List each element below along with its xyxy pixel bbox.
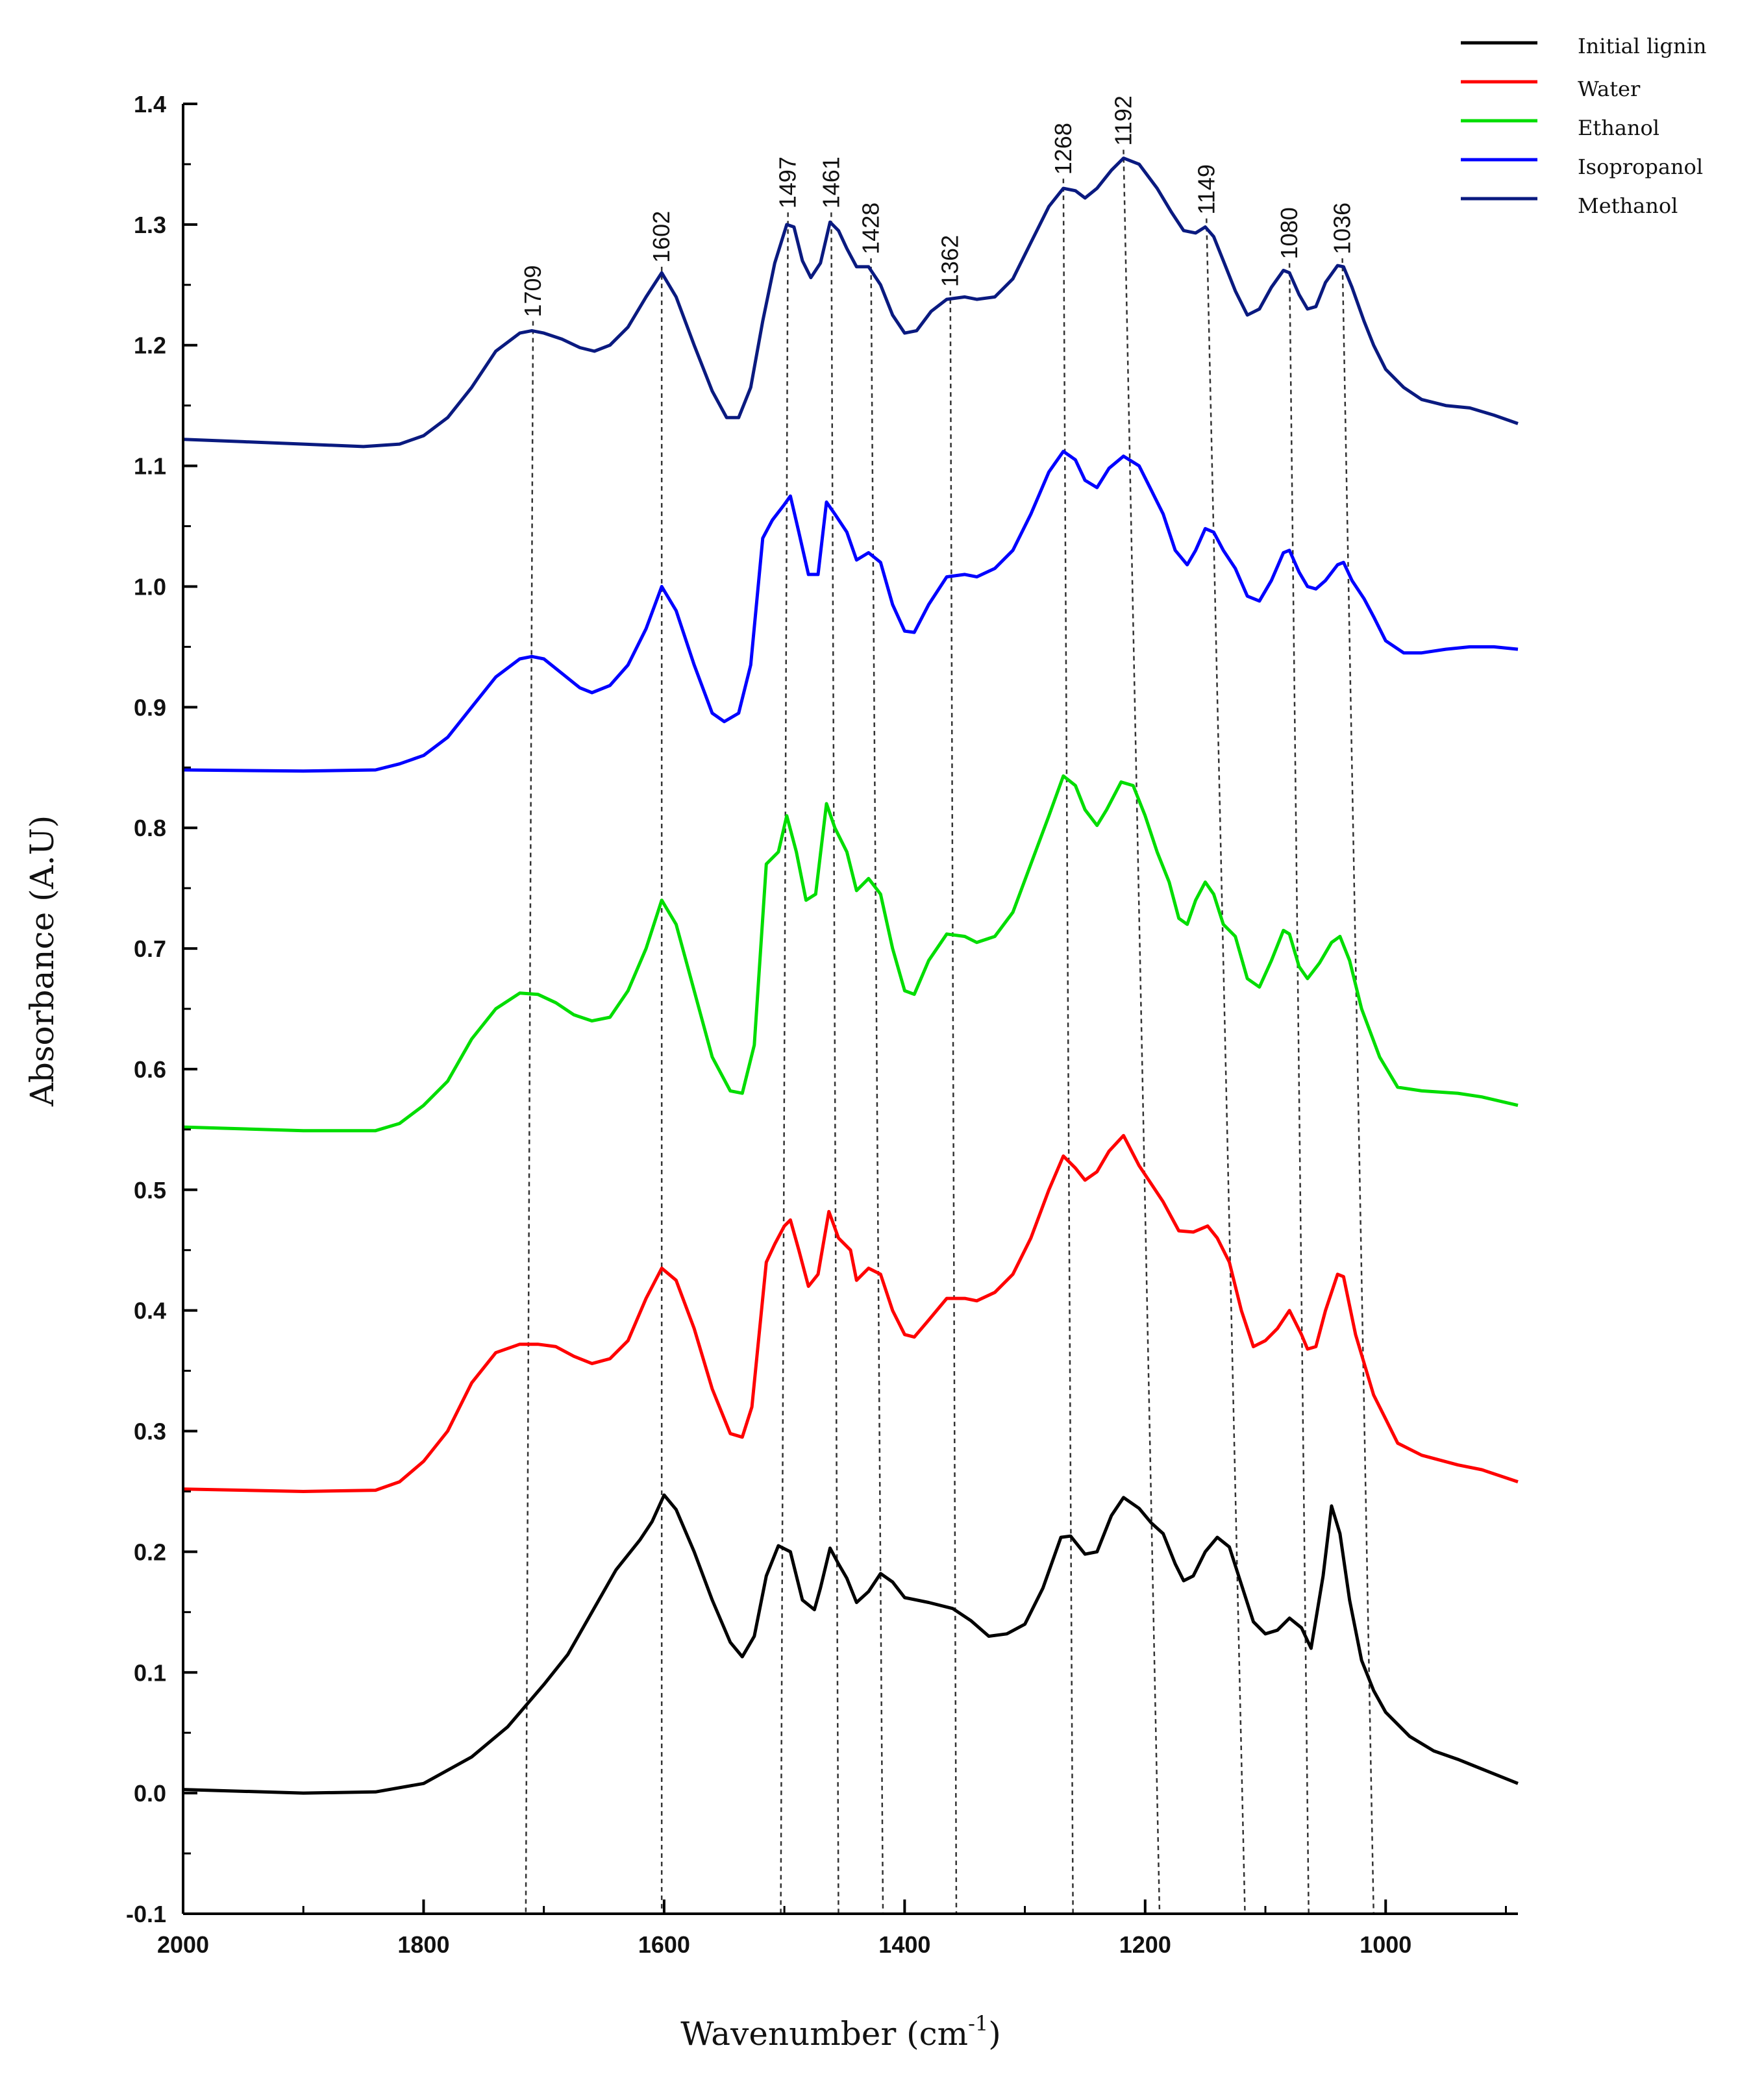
series-line-methanol <box>182 156 1519 449</box>
y-tick-label: 0.7 <box>134 935 166 962</box>
y-tick-label: 0.3 <box>134 1418 166 1445</box>
peak-guide-line <box>780 212 789 1914</box>
x-axis-title-exponent: -1 <box>968 2011 988 2036</box>
peak-label: 1602 <box>648 211 675 263</box>
peak-label: 1497 <box>775 156 801 208</box>
y-tick-label: 1.2 <box>134 332 166 359</box>
x-tick-label: 1200 <box>1119 1931 1171 1958</box>
peak-guide-line <box>1062 179 1074 1914</box>
y-tick-label: -0.1 <box>126 1901 166 1927</box>
series-line-initial-lignin <box>182 1493 1519 1795</box>
legend-label: Methanol <box>1578 193 1678 218</box>
x-tick-label: 2000 <box>157 1931 209 1958</box>
legend-label: Ethanol <box>1578 116 1659 140</box>
y-tick-label: 1.1 <box>134 453 166 480</box>
x-tick-label: 1600 <box>638 1931 690 1958</box>
legend: Initial lignin Water Ethanol Isopropanol Met… <box>1461 34 1706 218</box>
series-layer <box>182 156 1519 1795</box>
x-tick-label: 1000 <box>1360 1931 1411 1958</box>
x-axis-title-close: ) <box>988 2015 1001 2053</box>
peak-guide-line <box>1123 149 1161 1914</box>
y-tick-label: 0.0 <box>134 1780 166 1807</box>
peak-label: 1149 <box>1193 164 1219 214</box>
y-tick-label: 1.3 <box>134 212 166 238</box>
peak-label: 1362 <box>937 235 963 287</box>
y-tick-label: 0.5 <box>134 1177 166 1204</box>
peak-label: 1428 <box>857 203 884 254</box>
peak-guide-line <box>1206 218 1246 1914</box>
legend-label: Isopropanol <box>1578 155 1703 179</box>
legend-label: Initial lignin <box>1578 34 1706 58</box>
peak-guide-line <box>870 258 884 1914</box>
y-tick-label: 0.2 <box>134 1539 166 1565</box>
series-line-ethanol <box>182 774 1519 1133</box>
peak-guide-line <box>1288 263 1310 1914</box>
x-axis-title: Wavenumber (cm-1) <box>680 2011 1001 2053</box>
peak-label: 1268 <box>1050 123 1076 175</box>
x-tick-label: 1800 <box>397 1931 449 1958</box>
peak-label: 1080 <box>1276 207 1302 259</box>
y-tick-label: 1.4 <box>134 91 166 118</box>
x-axis-title-main: Wavenumber (cm <box>680 2015 968 2053</box>
series-line-isopropanol <box>182 449 1519 773</box>
y-tick-label: 0.1 <box>134 1659 166 1686</box>
peak-guide-lines <box>525 149 1374 1914</box>
x-tick-label: 1400 <box>878 1931 930 1958</box>
peak-label: 1461 <box>817 156 844 208</box>
peak-guide-line <box>1341 258 1374 1914</box>
peak-label: 1192 <box>1110 95 1136 145</box>
y-tick-label: 0.9 <box>134 694 166 721</box>
peak-guide-line <box>949 291 958 1914</box>
series-line-water <box>182 1133 1519 1493</box>
legend-label: Water <box>1578 77 1641 101</box>
peak-labels: 1709 1602 1497 1461 1428 1362 1268 1192 1149 1080… <box>519 95 1356 317</box>
y-tick-label: 0.6 <box>134 1056 166 1083</box>
y-tick-label: 1.0 <box>134 573 166 600</box>
peak-label: 1036 <box>1329 203 1356 254</box>
peak-label: 1709 <box>519 265 546 317</box>
y-tick-label: 0.4 <box>134 1298 166 1324</box>
y-tick-label: 0.8 <box>134 815 166 841</box>
peak-guide-line <box>525 321 534 1914</box>
axes-layer: -0.1 0.0 0.1 0.2 0.3 0.4 0.5 0.6 0.7 0.8 0.9 1.0 1.1… <box>126 91 1518 1958</box>
y-axis-title: Absorbance (A.U) <box>23 815 61 1107</box>
peak-guide-line <box>830 212 839 1914</box>
